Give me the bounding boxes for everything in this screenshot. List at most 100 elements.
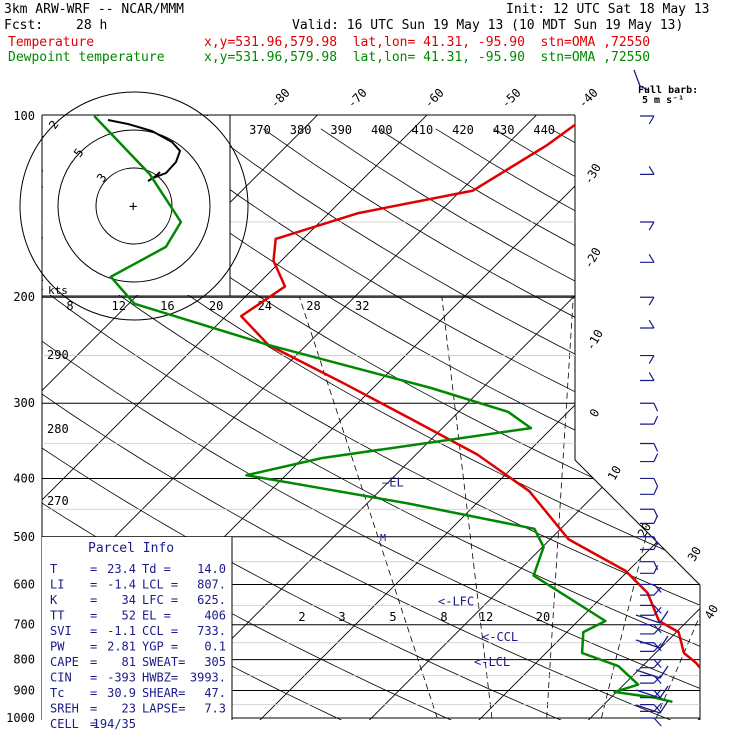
parcel-info-value: 23 xyxy=(122,702,136,716)
parcel-info-panel xyxy=(42,537,232,720)
parcel-info-sep: = xyxy=(90,671,97,685)
parcel-info-sep: = xyxy=(90,702,97,716)
theta-e-label: 430 xyxy=(493,123,515,137)
el-marker: —EL xyxy=(382,475,404,489)
pressure-tick-label: 500 xyxy=(13,530,35,544)
pressure-tick-label: 400 xyxy=(13,471,35,485)
temperature-tick-label: 10 xyxy=(605,463,624,483)
dry-adiabat xyxy=(42,128,587,720)
pressure-tick-label: 700 xyxy=(13,618,35,632)
hodograph-speed-label: 32 xyxy=(355,299,369,313)
parcel-info-value: 406 xyxy=(204,609,226,623)
parcel-info-sep: = xyxy=(90,578,97,592)
parcel-info-key: CCL = xyxy=(142,624,178,638)
parcel-info-key: PW xyxy=(50,640,65,654)
wind-barb xyxy=(640,659,662,669)
dewpoint-legend: Dewpoint temperature xyxy=(8,50,165,65)
temperature-tick-label: 20 xyxy=(635,520,654,540)
parcel-info-key: HWBZ= xyxy=(142,671,178,685)
pressure-tick-label: 800 xyxy=(13,653,35,667)
parcel-info-key: K xyxy=(50,593,58,607)
wind-barb xyxy=(640,477,659,487)
parcel-info-title: Parcel Info xyxy=(88,541,174,556)
parcel-info-sep: = xyxy=(90,640,97,654)
wind-barb xyxy=(640,703,662,713)
temperature-tick-label: -10 xyxy=(583,327,606,353)
parcel-info-key: SWEAT= xyxy=(142,655,185,669)
wind-barb xyxy=(640,415,659,425)
theta-e-label: 390 xyxy=(330,123,352,137)
dry-adiabat xyxy=(0,129,31,731)
parcel-info-key: LCL = xyxy=(142,578,178,592)
wind-barb xyxy=(640,442,659,452)
dry-adiabat xyxy=(90,128,700,720)
parcel-info-value: 47. xyxy=(204,686,226,700)
parcel-info-key: Td = xyxy=(142,562,171,576)
isotherm-line xyxy=(42,115,440,720)
theta-e-label: 380 xyxy=(290,123,312,137)
dry-adiabat xyxy=(205,128,700,720)
temperature-profile xyxy=(239,115,700,708)
wind-barb xyxy=(640,221,655,231)
wind-barb xyxy=(640,354,655,364)
parcel-info-value: 30.9 xyxy=(107,686,136,700)
parcel-info-value: 3993. xyxy=(190,671,226,685)
mixing-ratio-label: 20 xyxy=(536,610,550,624)
wind-barb xyxy=(640,561,659,570)
parcel-info-key: SREH xyxy=(50,702,79,716)
parcel-info-value: 0.1 xyxy=(204,640,226,654)
pressure-tick-label: 600 xyxy=(13,577,35,591)
temperature-tick-label: -50 xyxy=(499,86,524,111)
model-title: 3km ARW-WRF -- NCAR/MMM xyxy=(4,2,185,17)
parcel-info-key: LAPSE= xyxy=(142,702,185,716)
temperature-location: x,y=531.96,579.98 lat,lon= 41.31, -95.90… xyxy=(204,35,651,50)
parcel-info-sep: = xyxy=(90,593,97,607)
parcel-info-value: 81 xyxy=(122,655,136,669)
temperature-tick-label: -60 xyxy=(422,86,447,111)
wind-barb xyxy=(640,508,659,518)
lcl-marker: <-LCL xyxy=(474,655,510,669)
dry-adiabat xyxy=(42,128,700,720)
parcel-info-key: CIN xyxy=(50,671,72,685)
parcel-info-key: CELL xyxy=(50,717,79,731)
pressure-tick-label: 100 xyxy=(13,109,35,123)
dry-adiabat xyxy=(42,128,700,720)
parcel-info-value: -1.4 xyxy=(107,578,136,592)
pressure-tick-label: 300 xyxy=(13,396,35,410)
pressure-tick-label: 900 xyxy=(13,683,35,697)
mixing-ratio-label: 3 xyxy=(338,610,345,624)
init-time: Init: 12 UTC Sat 18 May 13 xyxy=(506,2,710,17)
parcel-info-value: 733. xyxy=(197,624,226,638)
hodograph-speed-label: 12 xyxy=(111,299,125,313)
hodograph-ring xyxy=(19,91,249,321)
theta-e-label: 400 xyxy=(371,123,393,137)
hodograph-speed-label: 8 xyxy=(66,299,73,313)
frame-right-slope xyxy=(574,459,701,586)
theta-e-label: 440 xyxy=(533,123,555,137)
wind-barb xyxy=(640,624,662,634)
dry-adiabat xyxy=(550,128,700,720)
mixing-ratio-line xyxy=(299,297,438,719)
pressure-tick-label: 200 xyxy=(13,290,35,304)
barb-note: 5 m s⁻¹ xyxy=(642,95,684,106)
barb-note: Full barb: xyxy=(638,85,698,96)
hodograph-unit-label: kts xyxy=(48,284,68,297)
wind-barb xyxy=(640,372,655,382)
wind-barb xyxy=(640,604,662,614)
parcel-info-key: T xyxy=(50,562,57,576)
parcel-info-key: LI xyxy=(50,578,64,592)
hodograph-speed-label: 16 xyxy=(160,299,174,313)
parcel-info-key: SHEAR= xyxy=(142,686,185,700)
parcel-info-value: -1.1 xyxy=(107,624,136,638)
hodograph-speed-label: 20 xyxy=(209,299,223,313)
hodograph-speed-label: 28 xyxy=(306,299,320,313)
temperature-tick-label: -70 xyxy=(345,86,370,111)
parcel-info-key: LFC = xyxy=(142,593,178,607)
wind-barb xyxy=(635,665,669,679)
parcel-info-value: 2.81 xyxy=(107,640,136,654)
wind-barb xyxy=(640,166,655,175)
wind-barb xyxy=(635,635,669,649)
dry-adiabat xyxy=(607,128,700,720)
lfc-marker: <-LFC xyxy=(438,594,474,608)
